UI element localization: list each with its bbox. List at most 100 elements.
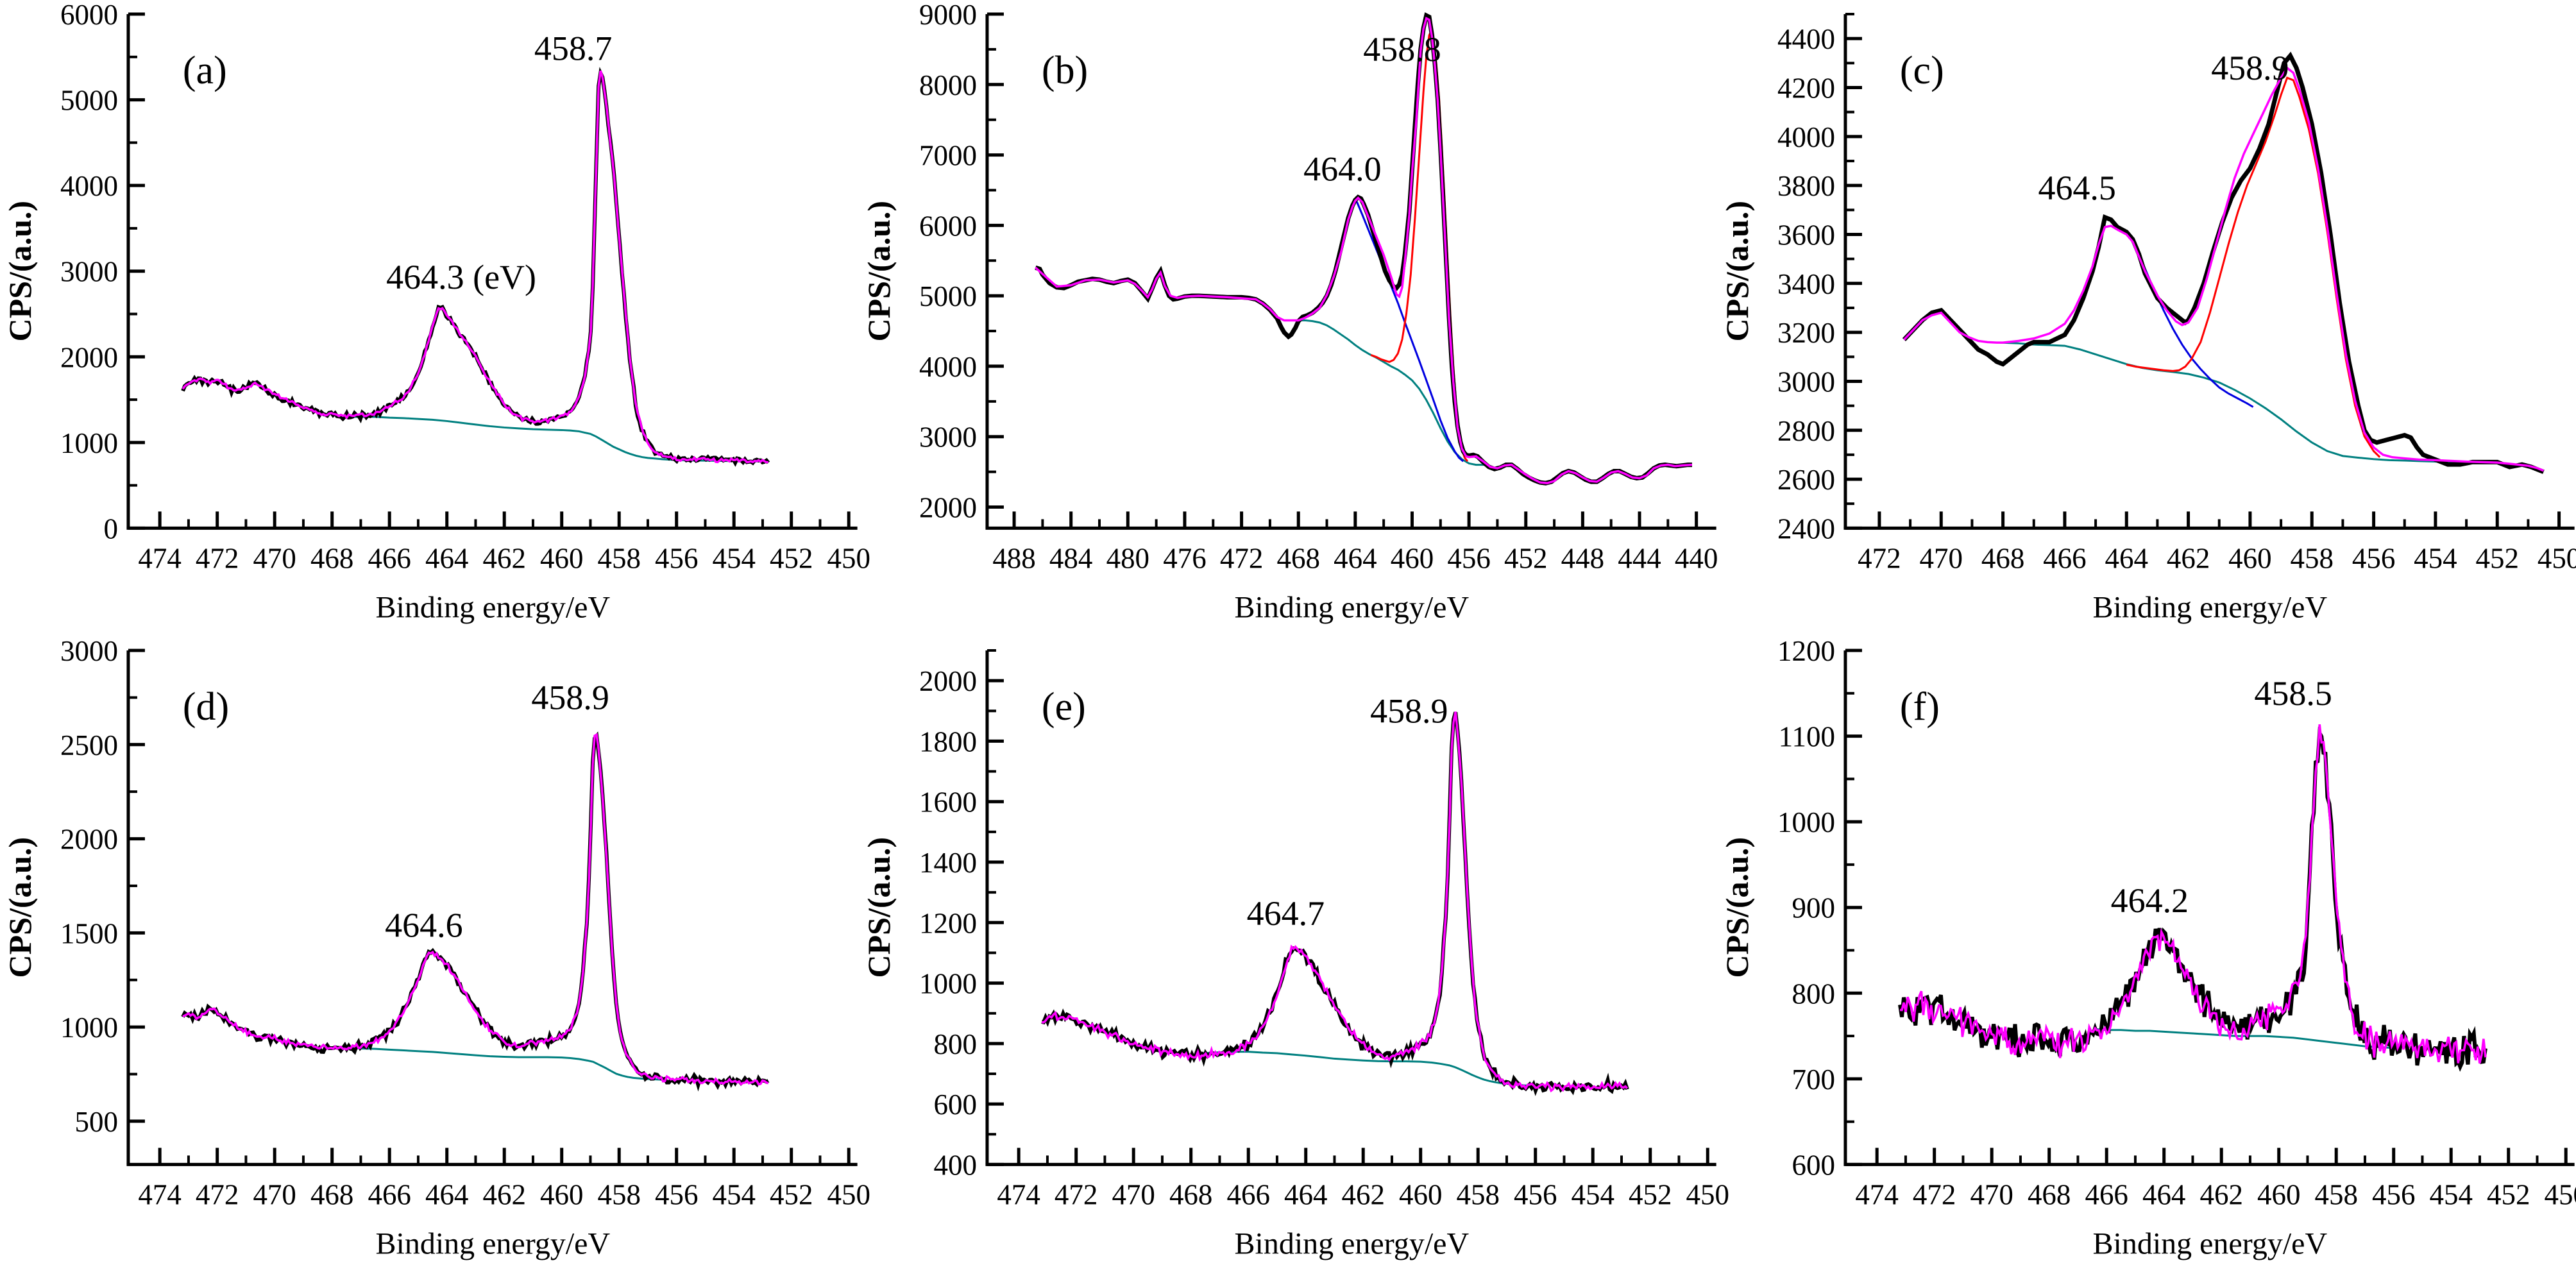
y-axis-ticks: 500 1000 1500 2000 2500 3000 — [60, 635, 145, 1137]
x-axis-tick-label: 462 — [2200, 1178, 2243, 1210]
y-axis-tick-label: 1000 — [60, 427, 118, 459]
x-axis-tick-label: 454 — [2414, 542, 2457, 574]
y-axis-ticks: 0 1000 2000 3000 4000 5000 6000 — [60, 0, 145, 545]
x-axis-tick-label: 470 — [1970, 1178, 2013, 1210]
x-axis-tick-label: 460 — [2229, 542, 2272, 574]
y-axis-tick-label: 4200 — [1777, 72, 1835, 104]
raw-data-curve — [181, 731, 770, 1092]
x-axis-tick-label: 480 — [1106, 542, 1149, 574]
x-axis-tick-label: 462 — [1341, 1178, 1384, 1210]
x-axis-tick-label: 444 — [1618, 542, 1661, 574]
y-axis-tick-label: 4000 — [1777, 121, 1835, 153]
panel-a: 474 472 470 468 466 464 462 460 458 456 454 452 450 0… — [0, 0, 870, 636]
x-axis-tick-label: 450 — [827, 542, 870, 574]
x-axis-tick-label: 470 — [253, 542, 296, 574]
baseline-curve — [326, 1046, 665, 1081]
x-axis-tick-label: 460 — [1399, 1178, 1442, 1210]
y-axis-tick-label: 500 — [74, 1105, 117, 1137]
y-axis-tick-label: 1400 — [919, 846, 977, 878]
x-axis-tick-label: 472 — [196, 1178, 239, 1210]
y-axis-tick-label: 1100 — [1779, 720, 1835, 752]
y-axis-tick-label: 5000 — [919, 280, 977, 312]
x-axis-ticks: 474 472 470 468 466 464 462 460 458 456 454 452 450 — [138, 511, 870, 574]
x-axis-tick-label: 488 — [992, 542, 1035, 574]
x-axis-tick-label: 468 — [310, 542, 353, 574]
x-axis-tick-label: 484 — [1049, 542, 1092, 574]
x-axis-tick-label: 464 — [2105, 542, 2148, 574]
x-axis-tick-label: 468 — [1169, 1178, 1212, 1210]
x-axis-tick-label: 458 — [2291, 542, 2334, 574]
panel-e-chart: 474 472 470 468 466 464 462 460 458 456 454 452 4504… — [861, 649, 1729, 1260]
baseline-curve — [2000, 341, 2473, 463]
x-axis-tick-label: 464 — [425, 542, 468, 574]
x-axis-tick-label: 456 — [655, 542, 698, 574]
x-axis-tick-label: 452 — [2487, 1178, 2530, 1210]
x-axis-tick-label: 450 — [827, 1178, 870, 1210]
x-axis-tick-label: 468 — [310, 1178, 353, 1210]
raw-data-curve — [1034, 12, 1692, 486]
x-axis-tick-label: 466 — [368, 1178, 411, 1210]
y-axis-tick-label: 3000 — [60, 635, 118, 667]
y-axis-tick-label: 6000 — [919, 210, 977, 242]
panel-d: 474 472 470 468 466 464 462 460 458 456 454 452 450 5… — [0, 635, 870, 1272]
y-axis-tick-label: 2000 — [919, 491, 977, 523]
panel-letter: (b) — [1042, 49, 1088, 92]
peak-annotation: 458.5 — [2255, 674, 2332, 712]
y-axis-ticks: 400 600 800 1000 1200 1400 1600 1800 2000 — [919, 649, 1004, 1181]
peak-annotation: 464.7 — [1246, 894, 1324, 933]
peak-annotation: 464.2 — [2111, 881, 2189, 920]
y-axis-tick-label: 3200 — [1777, 317, 1835, 349]
x-axis-tick-label: 460 — [1390, 542, 1433, 574]
x-axis-tick-label: 456 — [1514, 1178, 1557, 1210]
x-axis-title: Binding energy/eV — [376, 1226, 611, 1260]
x-axis-tick-label: 472 — [1055, 1178, 1097, 1210]
x-axis-tick-label: 466 — [2085, 1178, 2128, 1210]
x-axis-tick-label: 462 — [482, 1178, 525, 1210]
baseline-curve — [352, 416, 768, 463]
y-axis-tick-label: 2000 — [919, 665, 977, 697]
x-axis-tick-label: 452 — [1504, 542, 1547, 574]
x-axis-tick-label: 450 — [2545, 1178, 2576, 1210]
x-axis-tick-label: 458 — [597, 1178, 640, 1210]
x-axis-tick-label: 474 — [1856, 1178, 1899, 1210]
y-axis-tick-label: 1000 — [1777, 806, 1835, 838]
x-axis-tick-label: 466 — [2044, 542, 2087, 574]
x-axis-tick-label: 452 — [2476, 542, 2519, 574]
x-axis-tick-label: 456 — [655, 1178, 698, 1210]
x-axis-tick-label: 450 — [1686, 1178, 1729, 1210]
x-axis-tick-label: 452 — [770, 1178, 813, 1210]
x-axis-title: Binding energy/eV — [1234, 590, 1469, 624]
x-axis-tick-label: 468 — [2028, 1178, 2071, 1210]
x-axis-ticks: 474 472 470 468 466 464 462 460 458 456 454 452 450 — [1856, 1147, 2576, 1210]
x-axis-tick-label: 466 — [1226, 1178, 1269, 1210]
x-axis-tick-label: 460 — [540, 542, 583, 574]
x-axis-tick-label: 468 — [1276, 542, 1319, 574]
baseline-curve — [2095, 1028, 2400, 1049]
x-axis-tick-label: 450 — [2538, 542, 2576, 574]
y-axis-ticks: 2400 2600 2800 3000 3200 3400 3600 3800 4000 4200… — [1777, 13, 1863, 545]
fit-envelope-curve — [182, 70, 768, 464]
y-axis-ticks: 600 700 800 900 1000 1100 1200 — [1777, 635, 1863, 1181]
panel-letter: (a) — [183, 49, 227, 92]
y-axis-tick-label: 700 — [1792, 1063, 1835, 1095]
panel-a-chart: 474 472 470 468 466 464 462 460 458 456 454 452 450 0… — [2, 0, 870, 624]
peak-annotation: 458.9 — [531, 678, 609, 717]
component-2p12-curve — [2135, 247, 2254, 408]
x-axis-tick-label: 464 — [2142, 1178, 2185, 1210]
baseline-curve — [1202, 1050, 1532, 1087]
x-axis-tick-label: 464 — [1284, 1178, 1327, 1210]
y-axis-tick-label: 1600 — [919, 786, 977, 818]
panel-b-chart: 488 484 480 476 472 468 464 460 456 452 448 444 440 2… — [861, 0, 1718, 624]
y-axis-tick-label: 900 — [1792, 892, 1835, 924]
y-axis-tick-label: 800 — [1792, 978, 1835, 1010]
peak-annotation: 458.8 — [1363, 30, 1441, 69]
x-axis-title: Binding energy/eV — [2093, 590, 2328, 624]
y-axis-tick-label: 2400 — [1777, 513, 1835, 545]
peak-annotation: 458.9 — [2212, 49, 2289, 87]
x-axis-tick-label: 456 — [2372, 1178, 2415, 1210]
x-axis-tick-label: 456 — [1447, 542, 1490, 574]
y-axis-tick-label: 3000 — [919, 421, 977, 454]
y-axis-tick-label: 1000 — [60, 1012, 118, 1044]
x-axis-tick-label: 462 — [2167, 542, 2210, 574]
x-axis-tick-label: 462 — [482, 542, 525, 574]
